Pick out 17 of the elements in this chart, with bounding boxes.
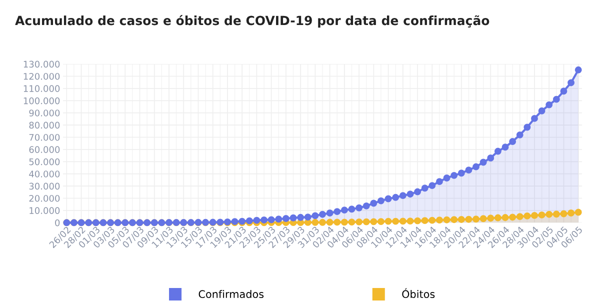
y-tick-label: 40.000 [29,170,60,178]
y-tick-label: 90.000 [29,110,60,116]
chart-title: Acumulado de casos e óbitos de COVID-19 por data de confirmação [15,15,490,28]
y-tick-label: 50.000 [29,158,60,166]
y-tick-label: 110.000 [24,85,60,92]
y-tick-label: 10.000 [30,207,60,214]
y-tick-label: 20.000 [29,194,60,202]
y-tick-label: 0 [55,219,60,226]
y-tick-label: 60.000 [29,146,60,154]
y-tick-label: 30.000 [29,182,60,190]
y-tick-label: 120.000 [24,72,60,80]
y-tick-label: 80.000 [29,122,60,129]
legend-label: Óbitos [402,288,435,298]
legend-label: Confirmados [198,290,264,298]
y-tick-label: 100.000 [24,97,60,104]
y-tick-label: 70.000 [29,134,60,141]
y-tick-label: 130.000 [24,60,60,68]
